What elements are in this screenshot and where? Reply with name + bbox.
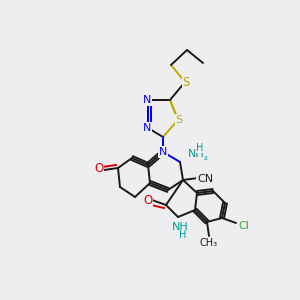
- Text: O: O: [94, 163, 103, 176]
- Text: CH₃: CH₃: [200, 238, 218, 248]
- Text: N: N: [159, 147, 167, 157]
- Text: S: S: [182, 76, 190, 88]
- Text: NH: NH: [188, 149, 204, 159]
- Text: N: N: [143, 123, 151, 133]
- Text: NH: NH: [172, 222, 188, 232]
- Text: O: O: [143, 194, 153, 208]
- Text: Cl: Cl: [238, 221, 249, 231]
- Text: ₂: ₂: [204, 152, 208, 162]
- Text: H: H: [179, 230, 187, 240]
- Text: CN: CN: [197, 174, 213, 184]
- Text: N: N: [143, 95, 151, 105]
- Text: S: S: [176, 115, 183, 125]
- Text: H: H: [196, 143, 204, 153]
